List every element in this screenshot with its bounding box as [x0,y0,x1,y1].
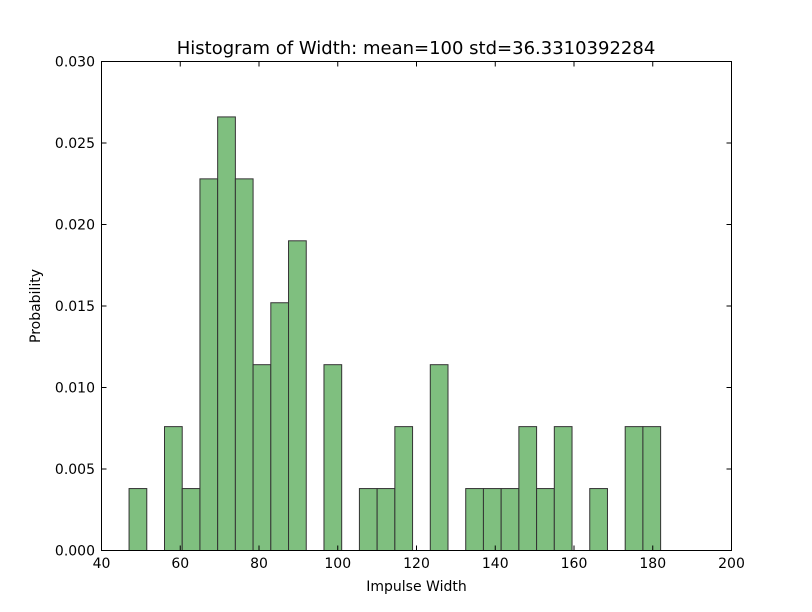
x-tick-label: 40 [93,556,111,572]
histogram-bar [500,488,520,551]
y-tick-label: 0.005 [55,462,95,478]
histogram-bar [536,488,555,551]
y-axis-ticks: 0.000 0.005 0.010 0.015 0.020 0.025 0.030 [55,55,732,560]
histogram-bar [394,426,414,551]
histogram-bar [518,426,538,551]
histogram-bar [217,116,236,551]
histogram-bar [358,488,378,551]
y-tick-label: 0.030 [55,55,95,71]
histogram-bar [252,364,272,551]
histogram-bar [288,240,307,552]
histogram-bar [181,488,201,551]
histogram-bar [376,488,396,551]
x-tick-label: 200 [718,556,745,572]
chart-title: Histogram of Width: mean=100 std=36.3310… [177,38,656,59]
histogram-bar [589,488,608,551]
x-tick-label: 80 [250,556,268,572]
x-tick-label: 140 [482,556,509,572]
histogram-bar [465,488,484,551]
y-tick-label: 0.020 [55,218,95,234]
y-tick-label: 0.025 [55,136,95,152]
y-tick-label: 0.010 [55,381,95,397]
histogram-bar [323,364,343,551]
histogram-bar [199,178,219,552]
histogram-bar [482,488,502,551]
histogram-bar [553,426,573,551]
y-axis-label: Probability [28,269,44,343]
x-tick-label: 100 [324,556,351,572]
histogram-bar [128,488,148,551]
y-tick-label: 0.015 [55,299,95,315]
y-tick-label: 0.000 [55,544,95,560]
histogram-bar [642,426,662,551]
bars-group [128,116,662,552]
x-tick-label: 180 [639,556,666,572]
histogram-bar [429,364,449,551]
histogram-bar [164,426,183,551]
plot-frame [101,61,732,551]
x-tick-label: 60 [171,556,189,572]
histogram-bar [270,302,290,551]
histogram-bar [624,426,644,551]
x-axis-ticks: 40 60 80 100 120 140 160 180 200 [93,61,745,572]
histogram-bar [234,178,254,552]
x-tick-label: 160 [561,556,588,572]
x-axis-label: Impulse Width [366,579,466,595]
x-tick-label: 120 [403,556,430,572]
